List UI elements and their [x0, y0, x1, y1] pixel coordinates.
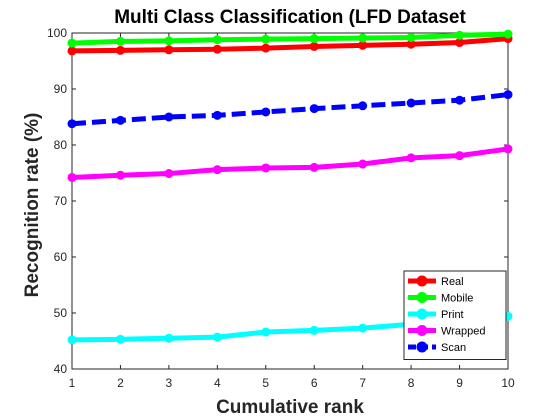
x-tick-label: 8 — [408, 376, 415, 390]
legend-label-real: Real — [441, 276, 464, 288]
data-point-wrapped — [212, 165, 222, 175]
data-point-mobile — [309, 34, 319, 44]
y-tick-label: 100 — [47, 26, 67, 40]
x-tick-label: 2 — [117, 376, 124, 390]
x-tick-label: 5 — [262, 376, 269, 390]
data-point-wrapped — [261, 163, 271, 173]
data-point-mobile — [115, 36, 125, 46]
series-wrapped — [67, 144, 513, 182]
series-mobile — [67, 29, 513, 48]
data-point-scan — [358, 101, 368, 111]
y-tick-label: 40 — [54, 362, 68, 376]
data-point-mobile — [455, 30, 465, 40]
y-tick-label: 60 — [54, 250, 68, 264]
data-point-scan — [115, 115, 125, 125]
data-point-print — [67, 335, 77, 345]
data-point-real — [164, 45, 174, 55]
x-tick-label: 10 — [501, 376, 515, 390]
data-point-print — [212, 332, 222, 342]
data-point-real — [67, 46, 77, 56]
legend-marker-real — [416, 275, 428, 287]
legend-item-print: Print — [408, 308, 464, 321]
x-axis-label: Cumulative rank — [216, 397, 364, 418]
data-point-print — [115, 334, 125, 344]
data-point-scan — [406, 98, 416, 108]
series-scan — [67, 90, 513, 129]
legend-marker-wrapped — [416, 325, 428, 336]
chart-title: Multi Class Classification (LFD Dataset — [114, 7, 466, 28]
y-tick-label: 70 — [54, 194, 68, 208]
data-point-mobile — [67, 38, 77, 48]
y-tick-label: 80 — [54, 138, 68, 152]
data-point-wrapped — [358, 159, 368, 169]
x-tick-label: 6 — [311, 376, 318, 390]
data-point-scan — [212, 110, 222, 120]
data-point-mobile — [358, 33, 368, 43]
y-axis-label: Recognition rate (%) — [22, 113, 43, 298]
data-point-scan — [164, 112, 174, 122]
data-point-real — [261, 43, 271, 53]
x-tick-label: 7 — [359, 376, 366, 390]
legend-item-wrapped: Wrapped — [408, 325, 485, 338]
legend-marker-scan — [416, 341, 428, 353]
x-tick-label: 3 — [166, 376, 173, 390]
data-point-print — [309, 325, 319, 335]
x-tick-label: 4 — [214, 376, 221, 390]
data-point-mobile — [406, 32, 416, 42]
legend-label-mobile: Mobile — [441, 293, 473, 305]
data-point-wrapped — [115, 170, 125, 180]
legend-label-print: Print — [441, 309, 464, 321]
legend-marker-print — [416, 308, 428, 320]
legend-label-wrapped: Wrapped — [441, 326, 485, 338]
data-point-real — [455, 38, 465, 48]
data-point-real — [358, 40, 368, 50]
data-point-scan — [455, 95, 465, 105]
data-point-real — [212, 44, 222, 54]
data-point-scan — [309, 104, 319, 114]
data-point-mobile — [503, 29, 513, 39]
legend-marker-mobile — [416, 292, 428, 303]
legend-item-mobile: Mobile — [408, 292, 473, 305]
data-point-print — [358, 323, 368, 333]
data-point-wrapped — [406, 153, 416, 163]
data-point-real — [309, 41, 319, 51]
series-line-scan — [71, 92, 509, 127]
data-point-mobile — [212, 35, 222, 45]
data-point-scan — [261, 107, 271, 117]
data-point-real — [406, 39, 416, 49]
series-line-wrapped — [71, 146, 509, 180]
y-tick-label: 50 — [54, 306, 68, 320]
y-tick-label: 90 — [54, 82, 68, 96]
data-point-mobile — [261, 34, 271, 44]
series-layer — [67, 29, 513, 345]
legend: Real Mobile Print Wrapped Scan — [403, 270, 507, 360]
data-point-print — [261, 327, 271, 337]
data-point-wrapped — [455, 151, 465, 161]
x-tick-label: 9 — [456, 376, 463, 390]
data-point-mobile — [164, 36, 174, 46]
x-tick-label: 1 — [69, 376, 76, 390]
data-point-wrapped — [309, 162, 319, 172]
series-line-mobile — [71, 31, 509, 46]
legend-item-real: Real — [408, 275, 464, 288]
data-point-scan — [503, 90, 513, 100]
data-point-print — [164, 333, 174, 343]
data-point-scan — [67, 119, 77, 129]
legend-item-scan: Scan — [408, 341, 466, 354]
series-line-real — [71, 36, 509, 54]
data-point-real — [115, 45, 125, 55]
data-point-wrapped — [503, 144, 513, 154]
data-point-wrapped — [164, 169, 174, 179]
data-point-wrapped — [67, 172, 77, 182]
legend-label-scan: Scan — [441, 342, 466, 354]
